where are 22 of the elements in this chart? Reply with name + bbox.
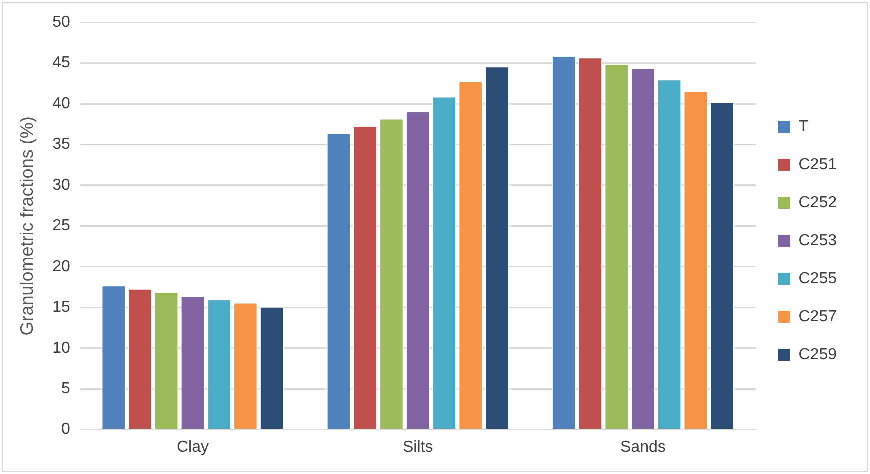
legend-label: C251: [798, 156, 838, 174]
y-tick-label: 10: [52, 340, 70, 357]
y-axis-title: Granulometric fractions (%): [16, 116, 37, 336]
y-tick-label: 50: [52, 14, 70, 32]
x-tick-label: Clay: [176, 438, 209, 456]
x-tick-label: Sands: [620, 438, 666, 456]
y-tick-label: 35: [52, 136, 70, 154]
y-tick-label: 45: [52, 54, 70, 72]
y-tick-label: 5: [61, 380, 70, 398]
y-tick-label: 25: [52, 218, 70, 235]
legend-label: C259: [798, 346, 838, 364]
legend-label: T: [798, 118, 809, 136]
y-tick-label: 0: [61, 421, 70, 438]
y-tick-label: 30: [52, 176, 70, 194]
x-tick-label: Silts: [402, 438, 434, 456]
y-tick-label: 40: [52, 95, 70, 112]
legend-label: C252: [798, 194, 838, 212]
legend-label: C255: [798, 270, 838, 288]
legend-label: C257: [798, 308, 838, 326]
y-tick-label: 20: [52, 258, 70, 276]
y-tick-label: 15: [52, 299, 70, 316]
legend-label: C253: [798, 232, 838, 250]
